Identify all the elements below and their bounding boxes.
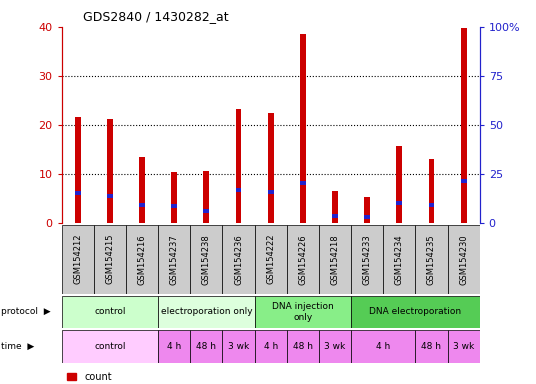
Bar	[126, 225, 158, 294]
Bar	[158, 225, 190, 294]
Bar	[397, 201, 402, 205]
Text: GSM154212: GSM154212	[73, 234, 82, 285]
Text: 48 h: 48 h	[421, 342, 442, 351]
Bar	[222, 225, 255, 294]
Bar	[383, 225, 415, 294]
Text: GSM154233: GSM154233	[363, 234, 371, 285]
Text: electroporation only: electroporation only	[161, 308, 252, 316]
Bar	[461, 179, 466, 182]
Text: 48 h: 48 h	[196, 342, 217, 351]
Bar	[287, 330, 319, 363]
Text: GSM154226: GSM154226	[299, 234, 307, 285]
Text: GSM154238: GSM154238	[202, 234, 211, 285]
Text: GSM154236: GSM154236	[234, 234, 243, 285]
Bar	[415, 225, 448, 294]
Bar	[222, 330, 255, 363]
Bar	[75, 118, 80, 223]
Text: time  ▶: time ▶	[1, 342, 34, 351]
Bar	[255, 330, 287, 363]
Text: 48 h: 48 h	[293, 342, 313, 351]
Text: GSM154235: GSM154235	[427, 234, 436, 285]
Bar	[351, 296, 480, 328]
Text: GSM154234: GSM154234	[395, 234, 404, 285]
Bar	[319, 330, 351, 363]
Bar	[107, 194, 113, 198]
Bar	[190, 225, 222, 294]
Text: GSM154216: GSM154216	[138, 234, 146, 285]
Legend: count, percentile rank within the sample: count, percentile rank within the sample	[66, 372, 249, 384]
Bar	[319, 225, 351, 294]
Bar	[351, 225, 383, 294]
Bar	[429, 159, 434, 223]
Text: 4 h: 4 h	[376, 342, 390, 351]
Bar	[75, 191, 80, 195]
Text: GSM154218: GSM154218	[331, 234, 339, 285]
Bar	[139, 203, 145, 207]
Text: control: control	[94, 342, 125, 351]
Bar	[364, 197, 370, 223]
Bar	[107, 119, 113, 223]
Text: GSM154237: GSM154237	[170, 234, 178, 285]
Bar	[268, 113, 273, 223]
Text: control: control	[94, 308, 125, 316]
Bar	[158, 330, 190, 363]
Bar	[332, 215, 338, 218]
Text: 3 wk: 3 wk	[324, 342, 346, 351]
Text: GSM154230: GSM154230	[459, 234, 468, 285]
Bar	[332, 191, 338, 223]
Bar	[204, 171, 209, 223]
Bar	[62, 296, 158, 328]
Bar	[448, 330, 480, 363]
Bar	[190, 330, 222, 363]
Text: DNA injection
only: DNA injection only	[272, 302, 334, 322]
Bar	[204, 209, 209, 212]
Bar	[62, 330, 158, 363]
Bar	[236, 109, 241, 223]
Text: 3 wk: 3 wk	[453, 342, 474, 351]
Bar	[172, 172, 177, 223]
Bar	[364, 215, 370, 219]
Bar	[268, 190, 273, 194]
Bar	[429, 203, 434, 207]
Bar	[397, 146, 402, 223]
Bar	[139, 157, 145, 223]
Bar	[255, 296, 351, 328]
Bar	[300, 34, 306, 223]
Bar	[172, 204, 177, 208]
Bar	[158, 296, 255, 328]
Bar	[351, 330, 415, 363]
Text: 4 h: 4 h	[167, 342, 181, 351]
Bar	[461, 28, 466, 223]
Bar	[415, 330, 448, 363]
Bar	[62, 225, 94, 294]
Text: 4 h: 4 h	[264, 342, 278, 351]
Bar	[255, 225, 287, 294]
Text: 3 wk: 3 wk	[228, 342, 249, 351]
Bar	[287, 225, 319, 294]
Bar	[94, 225, 126, 294]
Text: GSM154222: GSM154222	[266, 234, 275, 285]
Bar	[236, 189, 241, 192]
Bar	[300, 180, 306, 185]
Text: GDS2840 / 1430282_at: GDS2840 / 1430282_at	[83, 10, 229, 23]
Bar	[448, 225, 480, 294]
Text: GSM154215: GSM154215	[106, 234, 114, 285]
Text: DNA electroporation: DNA electroporation	[369, 308, 461, 316]
Text: protocol  ▶: protocol ▶	[1, 308, 51, 316]
